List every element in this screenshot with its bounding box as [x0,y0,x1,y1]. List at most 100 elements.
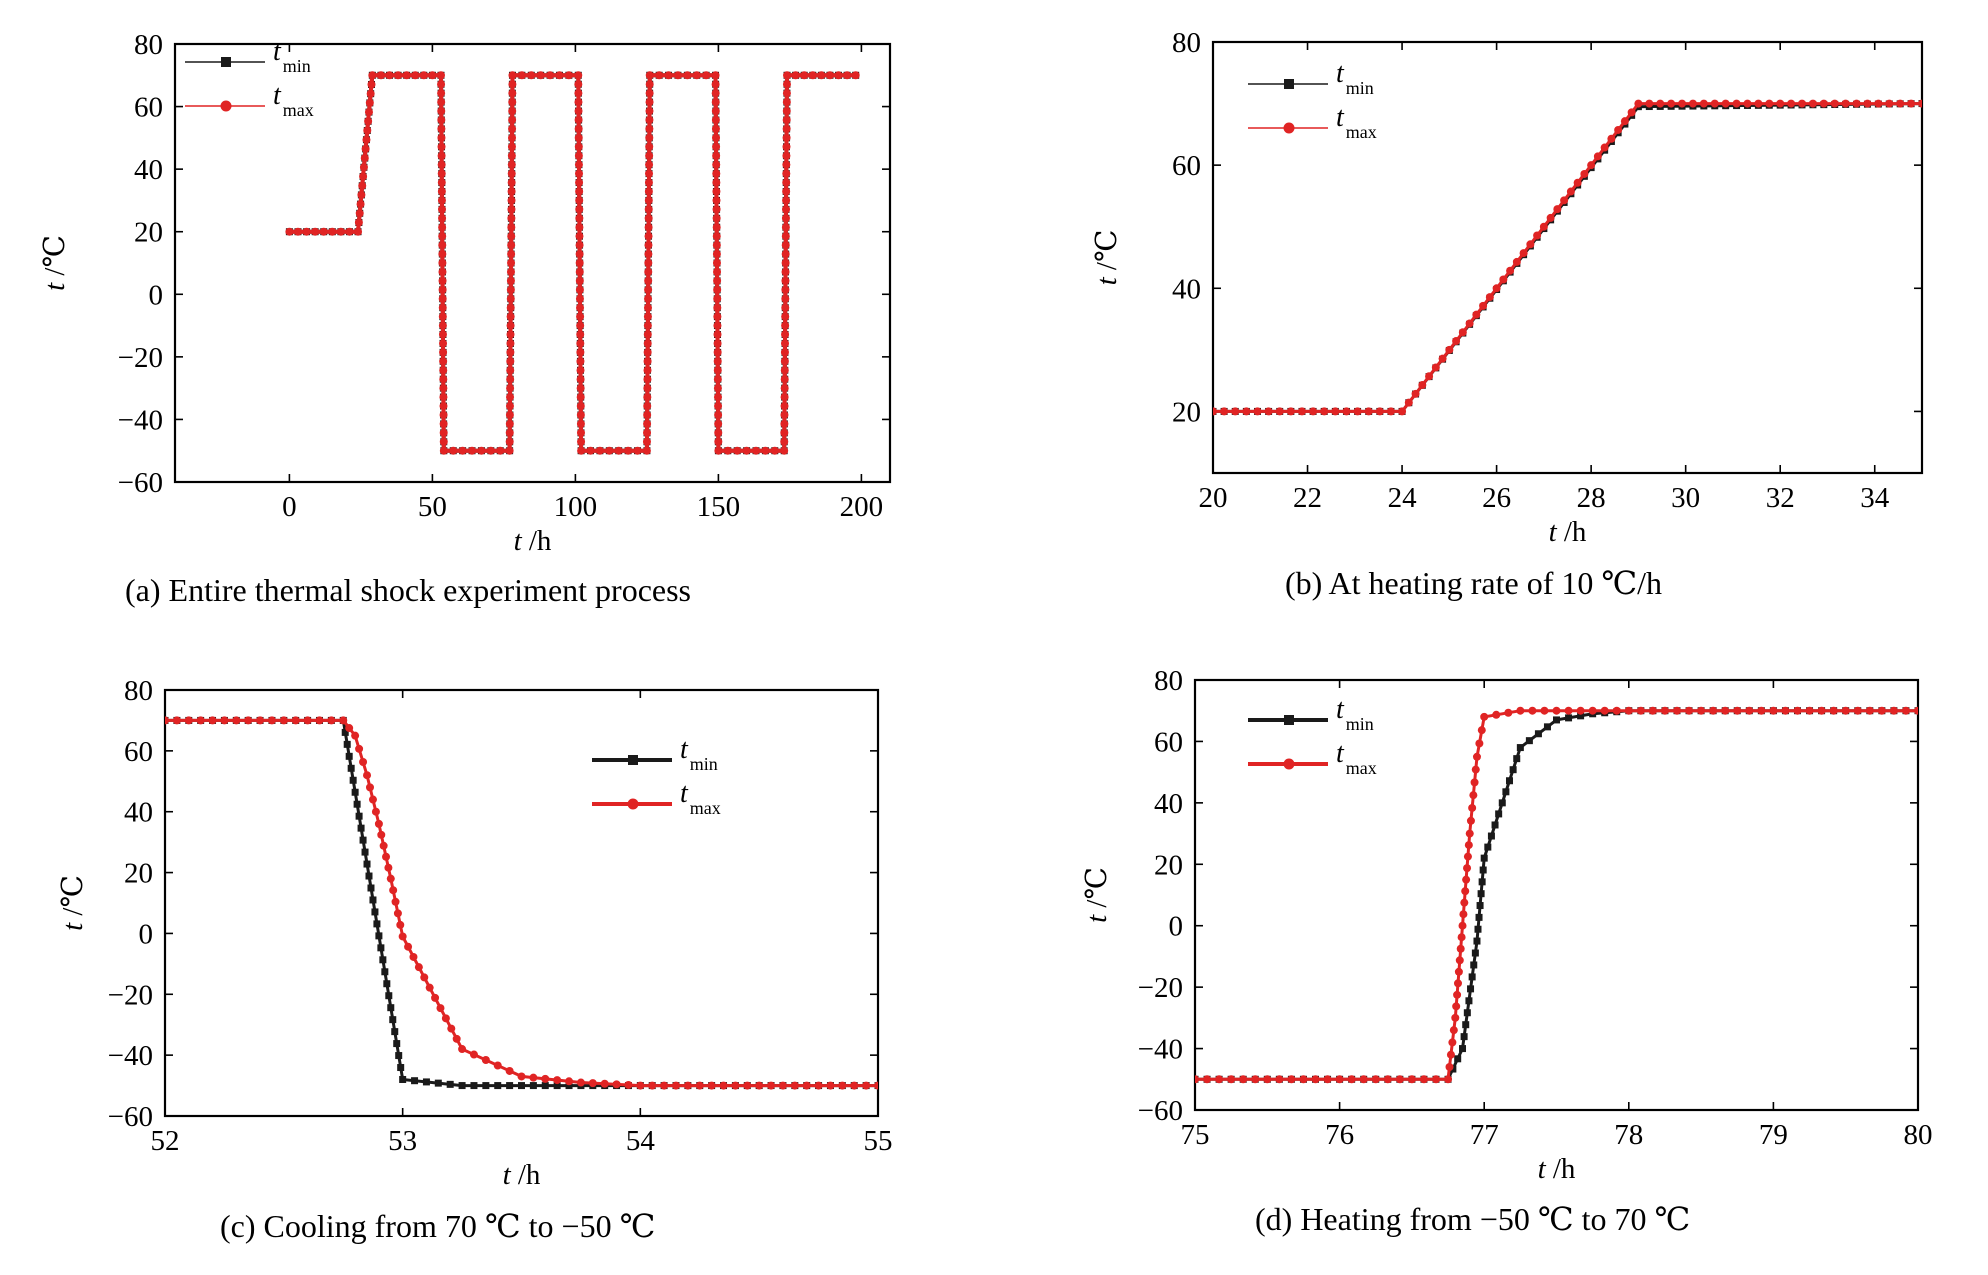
data-point-tmax [358,181,367,190]
data-point-tmax [420,973,429,982]
x-tick-label: 79 [1759,1119,1788,1151]
data-point-tmax [1347,1075,1356,1084]
data-point-tmax [643,312,652,321]
data-point-tmax [425,983,434,992]
data-point-tmax [437,151,446,160]
data-point-tmax [477,446,486,455]
data-point-tmax [702,71,711,80]
data-point-tmax [506,393,515,402]
data-point-tmax [1688,99,1697,108]
data-point-tmax [385,71,394,80]
data-point-tmax [439,339,448,348]
data-point-tmax [576,410,585,419]
data-point-tmax [778,1081,787,1090]
data-point-tmax [505,446,514,455]
data-point-tmax [437,115,446,124]
data-point-tmax [364,117,373,126]
data-point-tmax [712,214,721,223]
data-point-tmax [781,285,790,294]
legend-label-tmax: t max [680,778,721,818]
data-point-tmax [644,250,653,259]
data-point-tmax [575,276,584,285]
data-point-tmax [1456,944,1465,953]
y-tick-label: 60 [1172,150,1201,182]
data-point-tmin [1553,716,1560,724]
data-point-tmax [437,196,446,205]
data-point-tmax [780,366,789,375]
data-point-tmax [645,160,654,169]
data-point-tmax [508,71,517,80]
data-point-tmax [1465,829,1474,838]
data-point-tmin [345,752,353,760]
data-point-tmax [838,1081,847,1090]
data-point-tmax [575,259,584,267]
data-point-tmax [1829,706,1838,715]
data-point-tmax [1220,407,1229,416]
data-point-tmax [1781,706,1790,715]
data-point-tmin [506,1082,514,1090]
data-point-tmax [1477,726,1486,735]
data-point-tmax [1636,706,1645,715]
data-point-tmax [695,1081,704,1090]
data-point-tmax [371,807,380,816]
data-point-tmax [731,1081,740,1090]
data-point-tmax [1472,310,1481,319]
data-point-tmax [1375,407,1384,416]
data-point-tmax [359,758,368,767]
data-point-tmax [1453,990,1462,999]
data-point-tmax [713,285,722,294]
panel-caption: (c) Cooling from 70 ℃ to −50 ℃ [220,1208,655,1244]
legend-marker-tmin [1284,715,1294,725]
data-point-tmax [436,71,445,80]
data-point-tmax [1721,99,1730,108]
data-point-tmax [1251,1075,1260,1084]
data-point-tmax [782,178,791,187]
data-point-tmax [1540,706,1549,715]
data-point-tmax [302,227,311,236]
data-point-tmin [363,860,371,868]
data-point-tmax [437,160,446,169]
data-point-tmin [434,1079,442,1087]
data-point-tmax [576,348,585,357]
data-point-tmax [1600,143,1609,152]
data-point-tmax [575,285,584,294]
data-point-tmax [664,71,673,80]
y-tick-label: 0 [1169,911,1184,943]
x-tick-label: 150 [697,491,741,523]
x-tick-label: 50 [418,491,447,523]
legend-marker-tmin [628,755,638,765]
x-tick-label: 55 [864,1125,893,1157]
data-point-tmin [1577,712,1585,720]
data-point-tmax [438,321,447,330]
data-point-tmax [508,107,517,116]
y-tick-label: −40 [108,1040,153,1072]
data-point-tmax [643,330,652,339]
data-point-tmax [711,124,720,133]
data-point-tmax [781,259,790,267]
data-point-tmin [1480,854,1488,862]
data-point-tmin [389,1016,397,1024]
data-point-tmax [1733,706,1742,715]
data-point-tmin [1478,878,1486,886]
data-point-tmax [458,446,467,455]
data-point-tmax [782,196,791,205]
data-point-tmax [553,1076,562,1085]
data-point-tmax [438,214,447,223]
data-point-tmin [343,740,351,748]
data-point-tmax [782,205,791,214]
data-point-tmax [1853,706,1862,715]
data-point-tmin [1473,937,1481,945]
data-point-tmax [1465,319,1474,328]
data-point-tmax [1593,152,1602,161]
legend-marker-tmax [627,798,639,810]
data-point-tmax [441,1014,450,1023]
data-point-tmax [713,393,722,402]
data-point-tmin [1495,810,1503,818]
data-point-tmax [780,402,789,411]
data-point-tmin [541,1082,549,1090]
data-point-tmax [576,366,585,375]
data-point-tmax [643,384,652,393]
data-point-tmax [368,795,377,804]
data-point-tmax [437,80,446,89]
data-point-tmax [614,446,623,455]
